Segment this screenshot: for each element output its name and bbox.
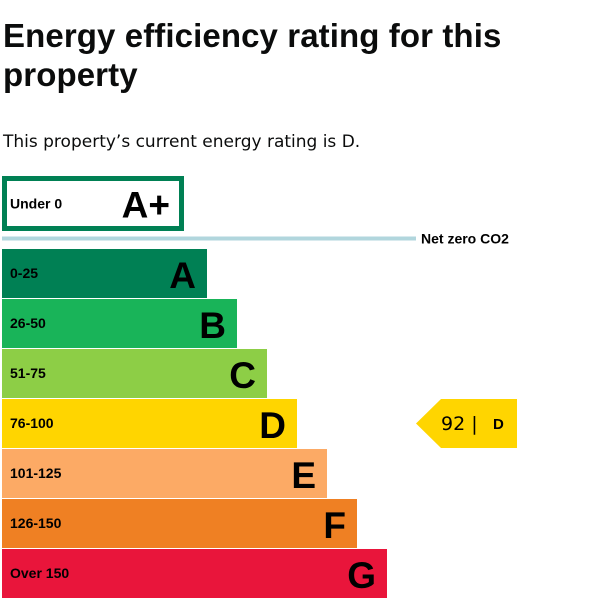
band-bar-f <box>2 499 357 548</box>
current-rating-arrow <box>416 399 517 448</box>
energy-rating-chart: Under 0 A+ Net zero CO2 0-25 A 26-50 B 51-75 C 76… <box>2 176 517 598</box>
band-letter-c: C <box>229 355 256 396</box>
net-zero-label: Net zero CO2 <box>421 231 509 247</box>
page-title: Energy efficiency rating for this proper… <box>3 17 502 93</box>
band-bar-a-plus <box>2 176 184 231</box>
band-range-d: 76-100 <box>10 415 54 431</box>
band-range-c: 51-75 <box>10 365 46 381</box>
current-rating-score: 92 | <box>441 413 478 435</box>
band-bar-g <box>2 549 387 598</box>
band-bar-a <box>2 249 207 298</box>
band-letter-a: A <box>169 255 196 296</box>
band-bar-e <box>2 449 327 498</box>
current-rating-letter: D <box>493 416 504 433</box>
band-bar-d <box>2 399 297 448</box>
band-letter-e: E <box>291 455 316 496</box>
band-bar-c <box>2 349 267 398</box>
band-letter-a-plus: A+ <box>122 185 170 226</box>
band-range-a: 0-25 <box>10 265 38 281</box>
current-rating-summary: This property’s current energy rating is… <box>3 132 361 152</box>
band-letter-b: B <box>199 305 226 346</box>
band-letter-g: G <box>347 555 376 596</box>
band-letter-d: D <box>259 405 286 446</box>
band-range-f: 126-150 <box>10 515 62 531</box>
band-range-g: Over 150 <box>10 565 69 581</box>
band-range-a-plus: Under 0 <box>10 196 62 212</box>
band-range-e: 101-125 <box>10 465 62 481</box>
band-range-b: 26-50 <box>10 315 46 331</box>
band-bar-b <box>2 299 237 348</box>
band-letter-f: F <box>323 505 346 546</box>
